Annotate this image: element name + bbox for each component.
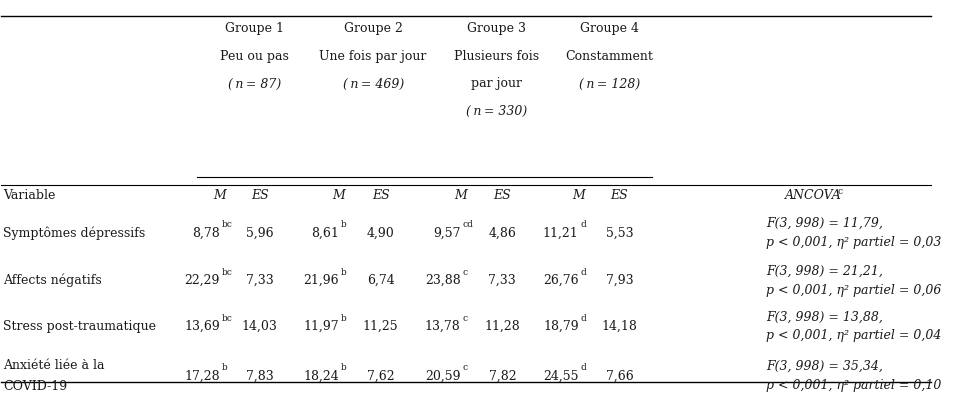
Text: Groupe 2: Groupe 2: [344, 22, 402, 35]
Text: Groupe 1: Groupe 1: [225, 22, 283, 35]
Text: 7,82: 7,82: [489, 370, 516, 383]
Text: F(3, 998) = 21,21,: F(3, 998) = 21,21,: [767, 265, 883, 278]
Text: p < 0,001, η² partiel = 0,04: p < 0,001, η² partiel = 0,04: [767, 329, 942, 342]
Text: Affects négatifs: Affects négatifs: [3, 274, 102, 287]
Text: 4,90: 4,90: [367, 226, 394, 239]
Text: 4,86: 4,86: [488, 226, 516, 239]
Text: 11,25: 11,25: [362, 320, 398, 333]
Text: 14,03: 14,03: [242, 320, 278, 333]
Text: Groupe 4: Groupe 4: [580, 22, 639, 35]
Text: M: M: [572, 189, 585, 202]
Text: bc: bc: [222, 268, 233, 277]
Text: 8,61: 8,61: [311, 226, 339, 239]
Text: d: d: [581, 314, 586, 323]
Text: cd: cd: [463, 220, 473, 229]
Text: ES: ES: [494, 189, 511, 202]
Text: 17,28: 17,28: [184, 370, 220, 383]
Text: 18,24: 18,24: [303, 370, 339, 383]
Text: Une fois par jour: Une fois par jour: [319, 50, 427, 63]
Text: Groupe 3: Groupe 3: [468, 22, 526, 35]
Text: Constamment: Constamment: [565, 50, 654, 63]
Text: 24,55: 24,55: [543, 370, 579, 383]
Text: 7,33: 7,33: [245, 274, 274, 287]
Text: COVID-19: COVID-19: [3, 380, 67, 393]
Text: ES: ES: [251, 189, 269, 202]
Text: 8,78: 8,78: [192, 226, 220, 239]
Text: Plusieurs fois: Plusieurs fois: [454, 50, 540, 63]
Text: p < 0,001, η² partiel = 0,06: p < 0,001, η² partiel = 0,06: [767, 284, 942, 297]
Text: M: M: [332, 189, 345, 202]
Text: 7,93: 7,93: [606, 274, 633, 287]
Text: Variable: Variable: [3, 189, 56, 202]
Text: 18,79: 18,79: [543, 320, 579, 333]
Text: Stress post-traumatique: Stress post-traumatique: [3, 320, 156, 333]
Text: ES: ES: [611, 189, 628, 202]
Text: ES: ES: [372, 189, 390, 202]
Text: 22,29: 22,29: [184, 274, 220, 287]
Text: Anxiété liée à la: Anxiété liée à la: [3, 359, 105, 372]
Text: d: d: [581, 268, 586, 277]
Text: b: b: [341, 220, 347, 229]
Text: ( n = 128): ( n = 128): [579, 78, 640, 91]
Text: 21,96: 21,96: [303, 274, 339, 287]
Text: 7,83: 7,83: [245, 370, 274, 383]
Text: F(3, 998) = 11,79,: F(3, 998) = 11,79,: [767, 217, 883, 230]
Text: c: c: [463, 268, 468, 277]
Text: 14,18: 14,18: [602, 320, 637, 333]
Text: b: b: [341, 363, 347, 372]
Text: bc: bc: [222, 314, 233, 323]
Text: par jour: par jour: [471, 78, 522, 91]
Text: 26,76: 26,76: [543, 274, 579, 287]
Text: 5,53: 5,53: [606, 226, 633, 239]
Text: 11,97: 11,97: [303, 320, 339, 333]
Text: ( n = 469): ( n = 469): [343, 78, 404, 91]
Text: F(3, 998) = 13,88,: F(3, 998) = 13,88,: [767, 310, 883, 323]
Text: c: c: [463, 314, 468, 323]
Text: ANCOVA: ANCOVA: [785, 189, 842, 202]
Text: 20,59: 20,59: [425, 370, 461, 383]
Text: 13,69: 13,69: [184, 320, 220, 333]
Text: 7,62: 7,62: [367, 370, 394, 383]
Text: ( n = 87): ( n = 87): [228, 78, 281, 91]
Text: M: M: [213, 189, 226, 202]
Text: 13,78: 13,78: [425, 320, 461, 333]
Text: 7,33: 7,33: [489, 274, 516, 287]
Text: 6,74: 6,74: [367, 274, 394, 287]
Text: ( n = 330): ( n = 330): [467, 105, 527, 118]
Text: Peu ou pas: Peu ou pas: [220, 50, 288, 63]
Text: 23,88: 23,88: [425, 274, 461, 287]
Text: d: d: [581, 220, 586, 229]
Text: p < 0,001, η² partiel = 0,03: p < 0,001, η² partiel = 0,03: [767, 236, 942, 249]
Text: Symptômes dépressifs: Symptômes dépressifs: [3, 226, 145, 240]
Text: M: M: [454, 189, 467, 202]
Text: 11,21: 11,21: [543, 226, 579, 239]
Text: 7,66: 7,66: [606, 370, 633, 383]
Text: bc: bc: [222, 220, 233, 229]
Text: c: c: [838, 187, 843, 196]
Text: p < 0,001, η² partiel = 0,10: p < 0,001, η² partiel = 0,10: [767, 379, 942, 392]
Text: 5,96: 5,96: [246, 226, 274, 239]
Text: c: c: [463, 363, 468, 372]
Text: b: b: [341, 314, 347, 323]
Text: d: d: [581, 363, 586, 372]
Text: b: b: [222, 363, 227, 372]
Text: 9,57: 9,57: [433, 226, 461, 239]
Text: F(3, 998) = 35,34,: F(3, 998) = 35,34,: [767, 360, 883, 373]
Text: b: b: [341, 268, 347, 277]
Text: 11,28: 11,28: [484, 320, 520, 333]
